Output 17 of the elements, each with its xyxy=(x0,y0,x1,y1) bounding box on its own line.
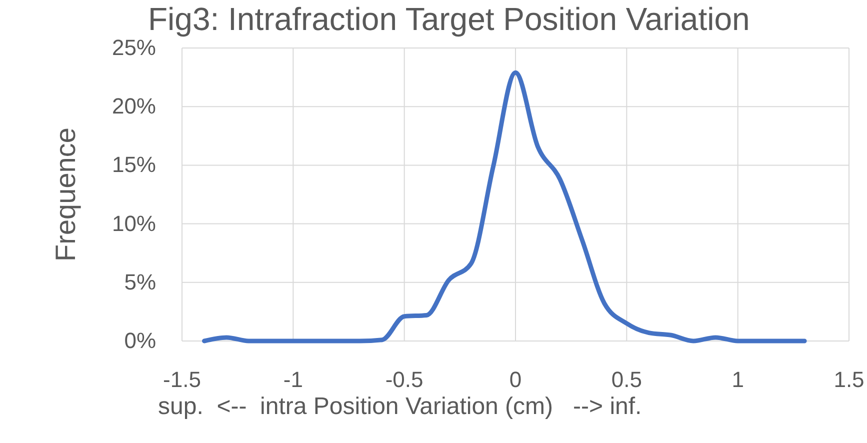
y-tick-label: 10% xyxy=(112,210,156,236)
y-tick-label: 0% xyxy=(124,328,156,353)
x-tick-label: -0.5 xyxy=(385,367,424,392)
line-series xyxy=(202,70,807,344)
x-tick-label: 0 xyxy=(509,367,522,392)
x-tick-label: 1.5 xyxy=(834,367,864,392)
x-tick-label: -1 xyxy=(283,367,303,392)
y-axis-title: Frequence xyxy=(50,128,81,262)
x-axis-title: sup. <-- intra Position Variation (cm) --> inf. xyxy=(158,393,642,420)
y-tick-label: 5% xyxy=(124,269,156,294)
y-tick-label: 25% xyxy=(112,35,156,60)
x-tick-label: 1 xyxy=(732,367,744,392)
y-tick-label: 15% xyxy=(112,152,156,178)
x-tick-label: 0.5 xyxy=(611,367,642,392)
chart-title: Fig3: Intrafraction Target Position Variation xyxy=(148,1,750,37)
x-tick-label: -1.5 xyxy=(163,367,201,392)
y-tick-label: 20% xyxy=(112,94,156,119)
